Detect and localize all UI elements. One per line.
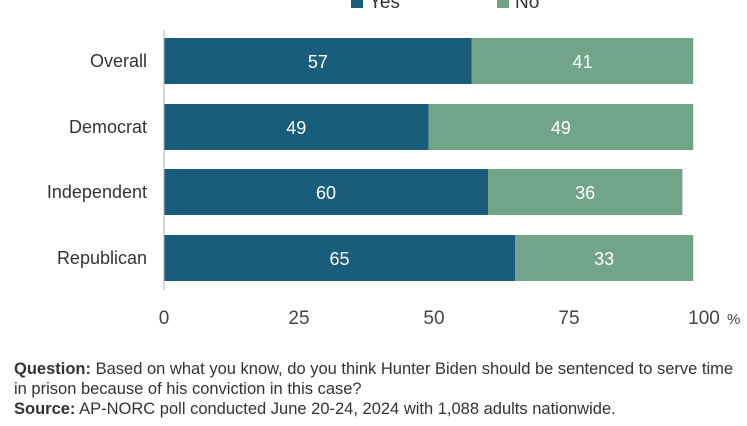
bar-yes-democrat <box>164 104 429 150</box>
bar-yes-independent <box>164 169 488 215</box>
legend-swatch-yes <box>351 0 363 8</box>
category-label-overall: Overall <box>90 51 147 71</box>
question-note: Question: Based on what you know, do you… <box>14 359 739 399</box>
bar-no-independent <box>488 169 683 215</box>
category-label-independent: Independent <box>47 182 147 202</box>
source-note: Source: AP-NORC poll conducted June 20-2… <box>14 399 739 419</box>
bar-no-democrat <box>428 104 694 150</box>
x-tick-label: 75 <box>558 308 579 329</box>
x-tick-label: 100 <box>688 308 720 329</box>
category-label-democrat: Democrat <box>69 117 147 137</box>
bar-no-republican <box>515 235 694 281</box>
legend-label-no: No <box>515 0 539 13</box>
bar-no-overall <box>471 38 694 84</box>
chart-notes: Question: Based on what you know, do you… <box>14 359 739 419</box>
legend-swatch-no <box>497 0 509 8</box>
source-text: AP-NORC poll conducted June 20-24, 2024 … <box>79 400 616 418</box>
bar-value-label: 49 <box>286 118 306 138</box>
source-label: Source: <box>14 400 76 418</box>
x-tick-label: 50 <box>423 308 444 329</box>
bar-value-label: 33 <box>594 249 614 269</box>
bar-value-label: 60 <box>316 183 336 203</box>
bar-value-label: 36 <box>575 183 595 203</box>
bar-yes-overall <box>164 38 472 84</box>
stacked-bar-chart: Yes No Overall Democrat Independent Republica… <box>47 0 740 329</box>
question-label: Question: <box>14 360 91 378</box>
bar-value-label: 65 <box>329 249 349 269</box>
legend-label-yes: Yes <box>369 0 400 13</box>
bar-value-label: 41 <box>572 52 592 72</box>
category-label-republican: Republican <box>57 248 147 268</box>
question-text: Based on what you know, do you think Hun… <box>14 360 734 398</box>
x-unit-label: % <box>727 311 740 328</box>
bar-value-label: 49 <box>551 118 571 138</box>
bar-value-label: 57 <box>308 52 328 72</box>
x-tick-label: 0 <box>159 308 170 329</box>
bar-yes-republican <box>164 235 515 281</box>
x-tick-label: 25 <box>288 308 309 329</box>
